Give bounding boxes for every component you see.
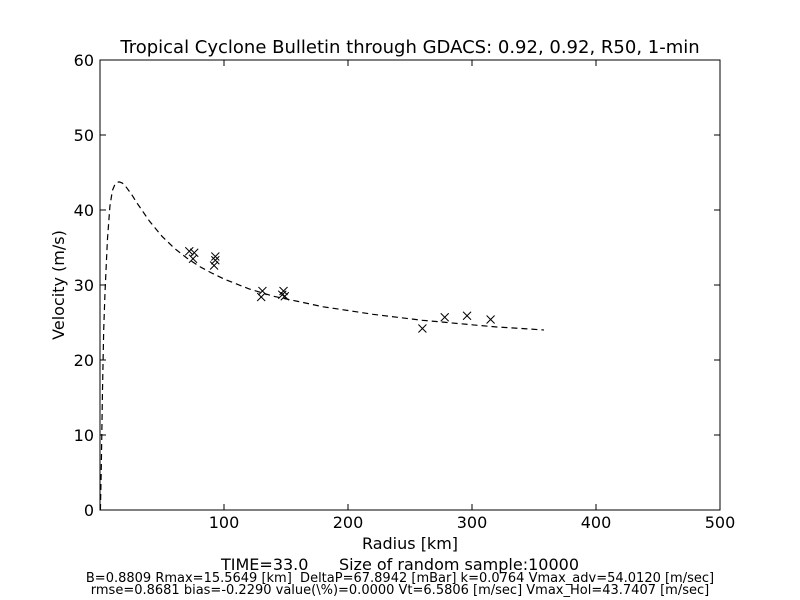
- y-tick-label: 50: [74, 126, 94, 145]
- observation-marker: [210, 255, 220, 265]
- observation-marker: [418, 324, 427, 333]
- x-tick-label: 100: [209, 513, 240, 532]
- observation-marker: [210, 252, 220, 261]
- fitted-profile-line: [99, 181, 544, 511]
- footer-parameters: B=0.8809 Rmax=15.5649 [km] DeltaP=67.894…: [86, 571, 714, 586]
- observation-marker: [184, 246, 194, 256]
- y-tick-label: 60: [74, 51, 94, 70]
- observation-marker: [258, 286, 267, 296]
- plot-area-frame: [99, 59, 721, 511]
- y-axis-label: Velocity (m/s): [49, 230, 68, 340]
- x-tick-label: 300: [457, 513, 488, 532]
- footer-time-sample: TIME=33.0 Size of random sample:10000: [220, 555, 579, 574]
- x-axis-label: Radius [km]: [362, 534, 458, 553]
- chart-title: Tropical Cyclone Bulletin through GDACS:…: [119, 37, 699, 58]
- x-tick-label: 400: [581, 513, 612, 532]
- observation-marker: [462, 311, 472, 321]
- y-tick-label: 0: [84, 501, 94, 520]
- footer-statistics: rmse=0.8681 bias=-0.2290 value(\%)=0.000…: [91, 583, 709, 598]
- observation-marker: [440, 312, 450, 322]
- observation-marker: [486, 315, 495, 324]
- y-tick-label: 40: [74, 201, 94, 220]
- observation-marker: [279, 286, 288, 296]
- observation-marker: [280, 291, 290, 301]
- x-tick-label: 200: [333, 513, 364, 532]
- x-tick-label: 500: [705, 513, 736, 532]
- y-tick-label: 10: [74, 426, 94, 445]
- observation-marker: [256, 292, 266, 302]
- axis-ticks: 100 200 300 400 500 0 10 20 30 40 50 60: [74, 51, 736, 532]
- observation-marker: [209, 261, 219, 270]
- observation-marker: [189, 248, 199, 258]
- y-tick-label: 20: [74, 351, 94, 370]
- y-tick-label: 30: [74, 276, 94, 295]
- data-series: [99, 181, 544, 511]
